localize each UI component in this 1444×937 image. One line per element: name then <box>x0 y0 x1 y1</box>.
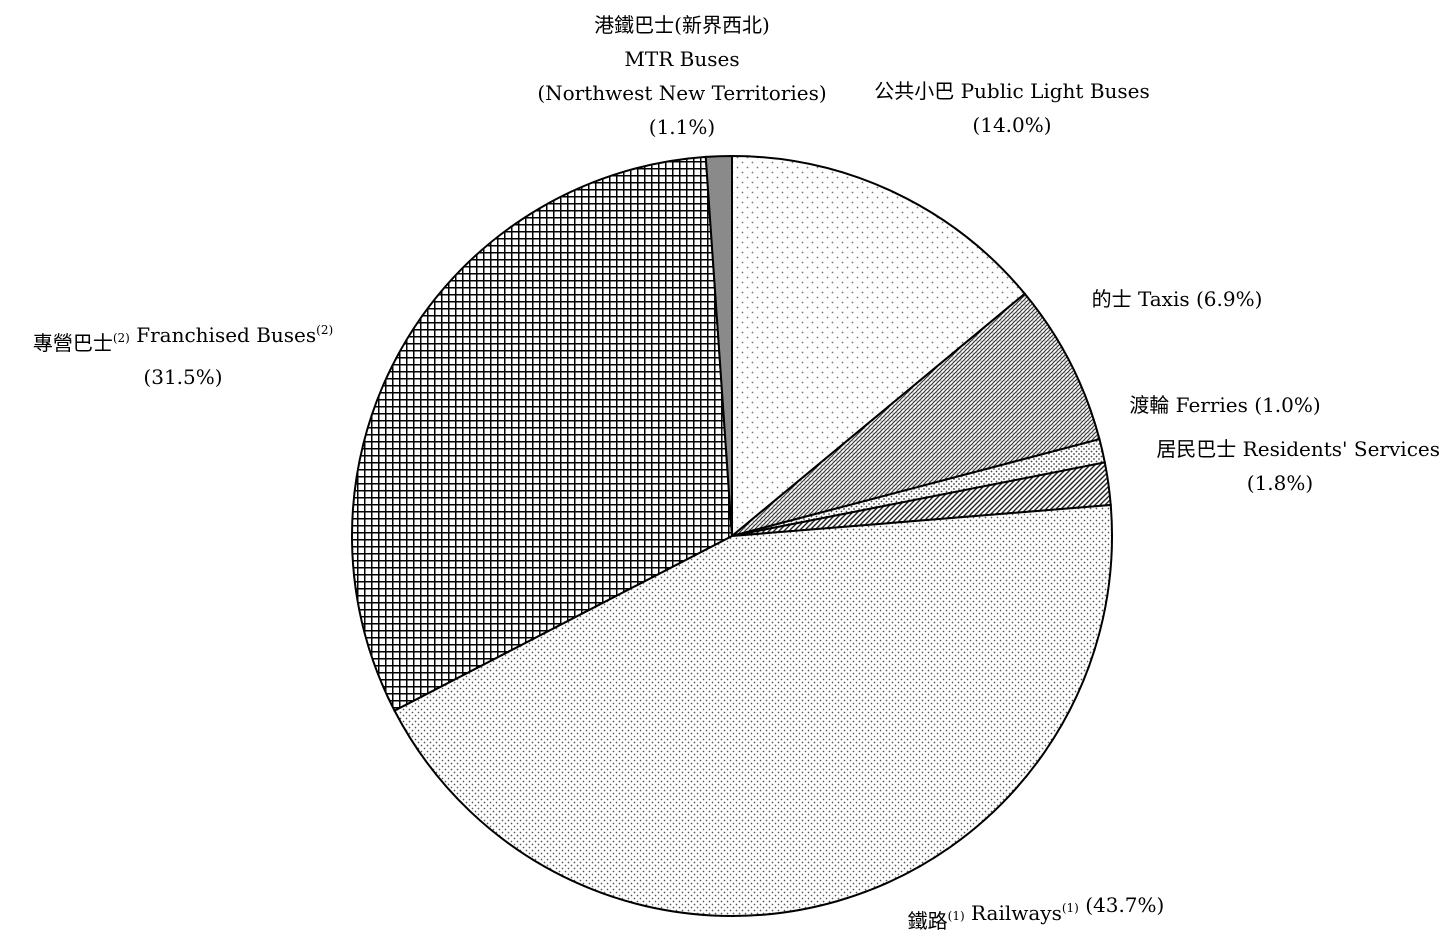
label-mtr-buses-line-2: (Northwest New Territories) <box>537 81 826 105</box>
label-public-light-buses-line-1: (14.0%) <box>972 113 1051 137</box>
label-public-light-buses-line-0: 公共小巴 Public Light Buses <box>874 79 1150 103</box>
slice-franchised-buses <box>351 155 734 712</box>
label-franchised-buses-line-1: (31.5%) <box>143 365 222 389</box>
label-railways-line-0: 鐵路(1) Railways(1) (43.7%) <box>908 893 1165 933</box>
label-franchised-buses: 專營巴士(2) Franchised Buses(2) (31.5%) <box>33 323 333 389</box>
slice-public-light-buses <box>731 154 1027 539</box>
label-residents-services-line-1: (1.8%) <box>1247 471 1313 495</box>
label-mtr-buses-line-3: (1.1%) <box>649 115 715 139</box>
label-franchised-buses-line-0: 專營巴士(2) Franchised Buses(2) <box>33 323 333 355</box>
label-railways: 鐵路(1) Railways(1) (43.7%) <box>908 893 1165 933</box>
pie-slices <box>351 154 1113 917</box>
label-taxis-line-0: 的士 Taxis (6.9%) <box>1092 287 1263 311</box>
pie-labels: 公共小巴 Public Light Buses (14.0%) 的士 Taxis (… <box>33 13 1440 933</box>
label-residents-services: 居民巴士 Residents' Services (1.8%) <box>1156 437 1440 495</box>
slice-taxis <box>731 292 1101 537</box>
label-mtr-buses-line-1: MTR Buses <box>624 47 739 71</box>
label-mtr-buses-line-0: 港鐵巴士(新界西北) <box>594 13 770 37</box>
label-taxis: 的士 Taxis (6.9%) <box>1092 287 1263 311</box>
label-ferries-line-0: 渡輪 Ferries (1.0%) <box>1129 393 1320 417</box>
label-ferries: 渡輪 Ferries (1.0%) <box>1129 393 1320 417</box>
label-residents-services-line-0: 居民巴士 Residents' Services <box>1156 437 1440 461</box>
label-mtr-buses: 港鐵巴士(新界西北) MTR Buses (Northwest New Territ… <box>537 13 826 139</box>
slice-mtr-buses <box>704 154 733 537</box>
slice-railways <box>393 503 1113 917</box>
label-public-light-buses: 公共小巴 Public Light Buses (14.0%) <box>874 79 1150 137</box>
